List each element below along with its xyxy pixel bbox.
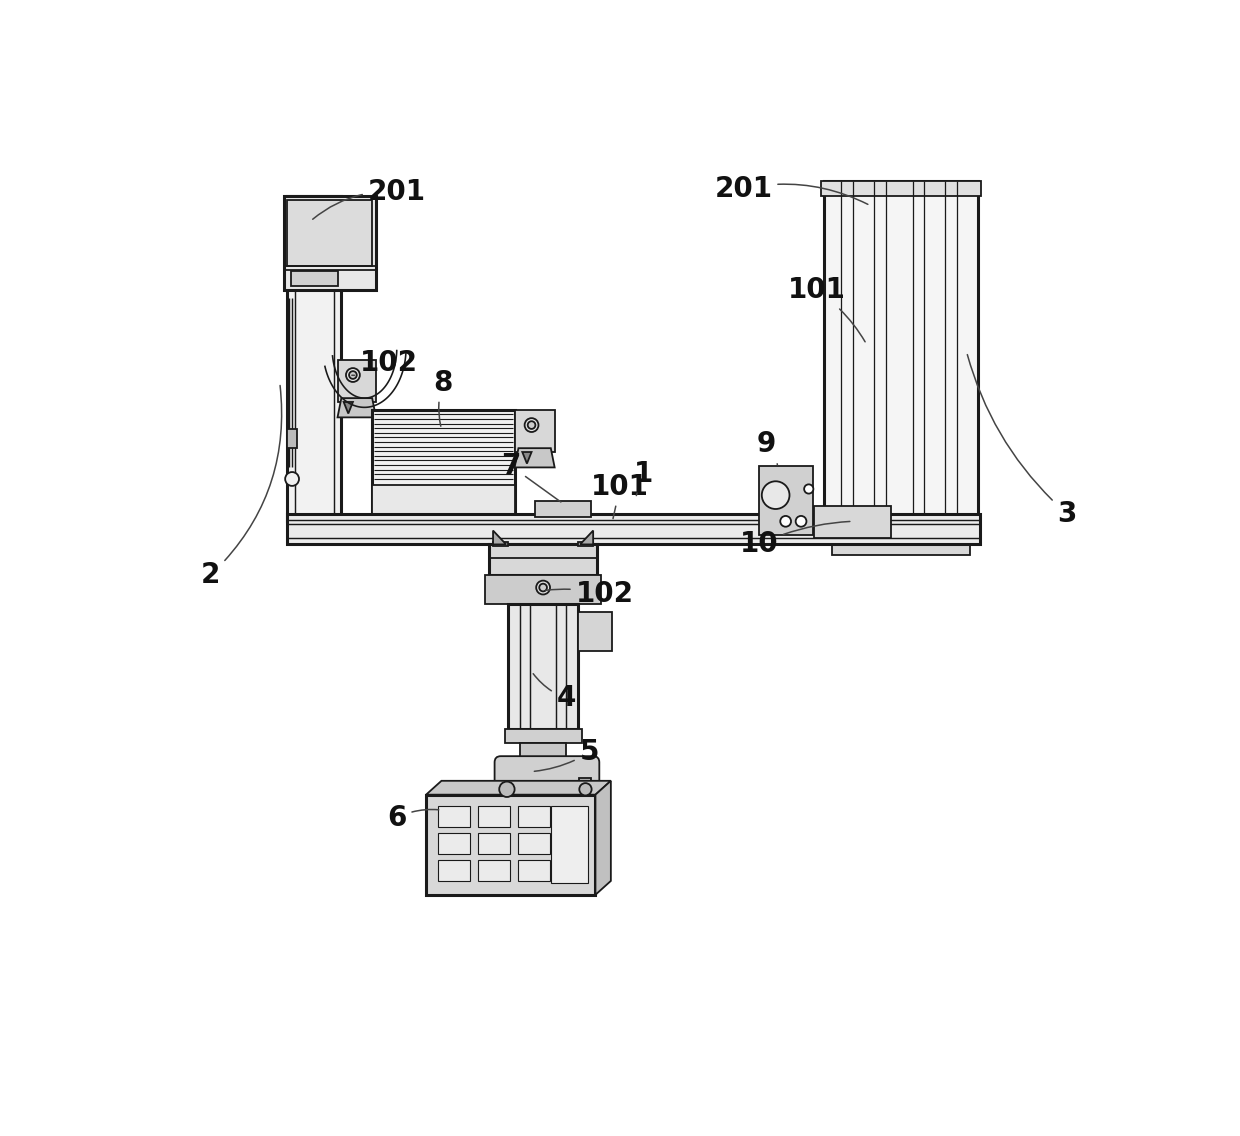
- Bar: [372, 485, 515, 521]
- Bar: [578, 612, 613, 651]
- Polygon shape: [427, 780, 611, 795]
- Bar: [759, 466, 812, 535]
- Bar: [501, 762, 593, 812]
- Bar: [517, 807, 551, 827]
- Bar: [579, 778, 590, 801]
- FancyBboxPatch shape: [495, 757, 599, 819]
- Circle shape: [804, 484, 813, 494]
- Bar: [815, 506, 892, 538]
- Polygon shape: [578, 542, 593, 546]
- Text: 1: 1: [634, 460, 652, 495]
- Circle shape: [539, 584, 547, 592]
- Circle shape: [579, 783, 591, 795]
- Bar: [288, 200, 372, 266]
- Text: 7: 7: [501, 452, 560, 502]
- Polygon shape: [580, 531, 593, 544]
- Circle shape: [528, 421, 536, 429]
- Polygon shape: [494, 531, 506, 544]
- Bar: [337, 360, 376, 402]
- Circle shape: [761, 482, 790, 509]
- Polygon shape: [595, 780, 611, 895]
- Circle shape: [350, 371, 357, 379]
- Bar: [517, 833, 551, 854]
- Text: 8: 8: [433, 369, 453, 426]
- Bar: [427, 795, 595, 895]
- Bar: [520, 743, 567, 762]
- Bar: [291, 272, 337, 286]
- Bar: [288, 513, 981, 544]
- Text: 5: 5: [534, 738, 599, 771]
- Bar: [515, 410, 554, 452]
- Circle shape: [285, 473, 299, 486]
- Bar: [821, 521, 981, 538]
- Bar: [505, 729, 582, 743]
- Bar: [517, 860, 551, 880]
- Circle shape: [796, 516, 806, 527]
- Text: 101: 101: [591, 473, 649, 519]
- Circle shape: [780, 516, 791, 527]
- Polygon shape: [494, 542, 508, 546]
- Bar: [288, 429, 296, 449]
- Circle shape: [500, 782, 515, 797]
- Polygon shape: [522, 452, 532, 463]
- Text: 201: 201: [312, 177, 425, 219]
- Bar: [372, 410, 515, 521]
- Text: 4: 4: [533, 674, 575, 712]
- Bar: [825, 181, 978, 521]
- Bar: [485, 575, 601, 604]
- Polygon shape: [515, 449, 554, 467]
- Bar: [477, 807, 510, 827]
- Text: 3: 3: [967, 354, 1076, 527]
- Text: 10: 10: [739, 521, 849, 559]
- Text: 102: 102: [352, 350, 418, 377]
- Bar: [832, 538, 971, 556]
- Bar: [477, 833, 510, 854]
- Circle shape: [536, 580, 551, 594]
- Bar: [284, 197, 376, 291]
- Bar: [438, 860, 470, 880]
- Circle shape: [525, 418, 538, 432]
- Bar: [288, 197, 341, 521]
- Bar: [477, 860, 510, 880]
- Bar: [551, 807, 588, 883]
- Text: 9: 9: [756, 431, 777, 465]
- Bar: [438, 807, 470, 827]
- Bar: [438, 833, 470, 854]
- Text: 102: 102: [546, 580, 634, 609]
- Bar: [821, 181, 981, 197]
- Polygon shape: [343, 402, 353, 414]
- Bar: [536, 501, 590, 517]
- Circle shape: [346, 368, 360, 382]
- Text: 2: 2: [201, 385, 281, 590]
- Polygon shape: [337, 398, 376, 417]
- Text: 6: 6: [387, 804, 439, 832]
- Text: 201: 201: [714, 175, 868, 204]
- Bar: [508, 604, 578, 729]
- Bar: [490, 544, 596, 575]
- Text: 101: 101: [787, 276, 866, 342]
